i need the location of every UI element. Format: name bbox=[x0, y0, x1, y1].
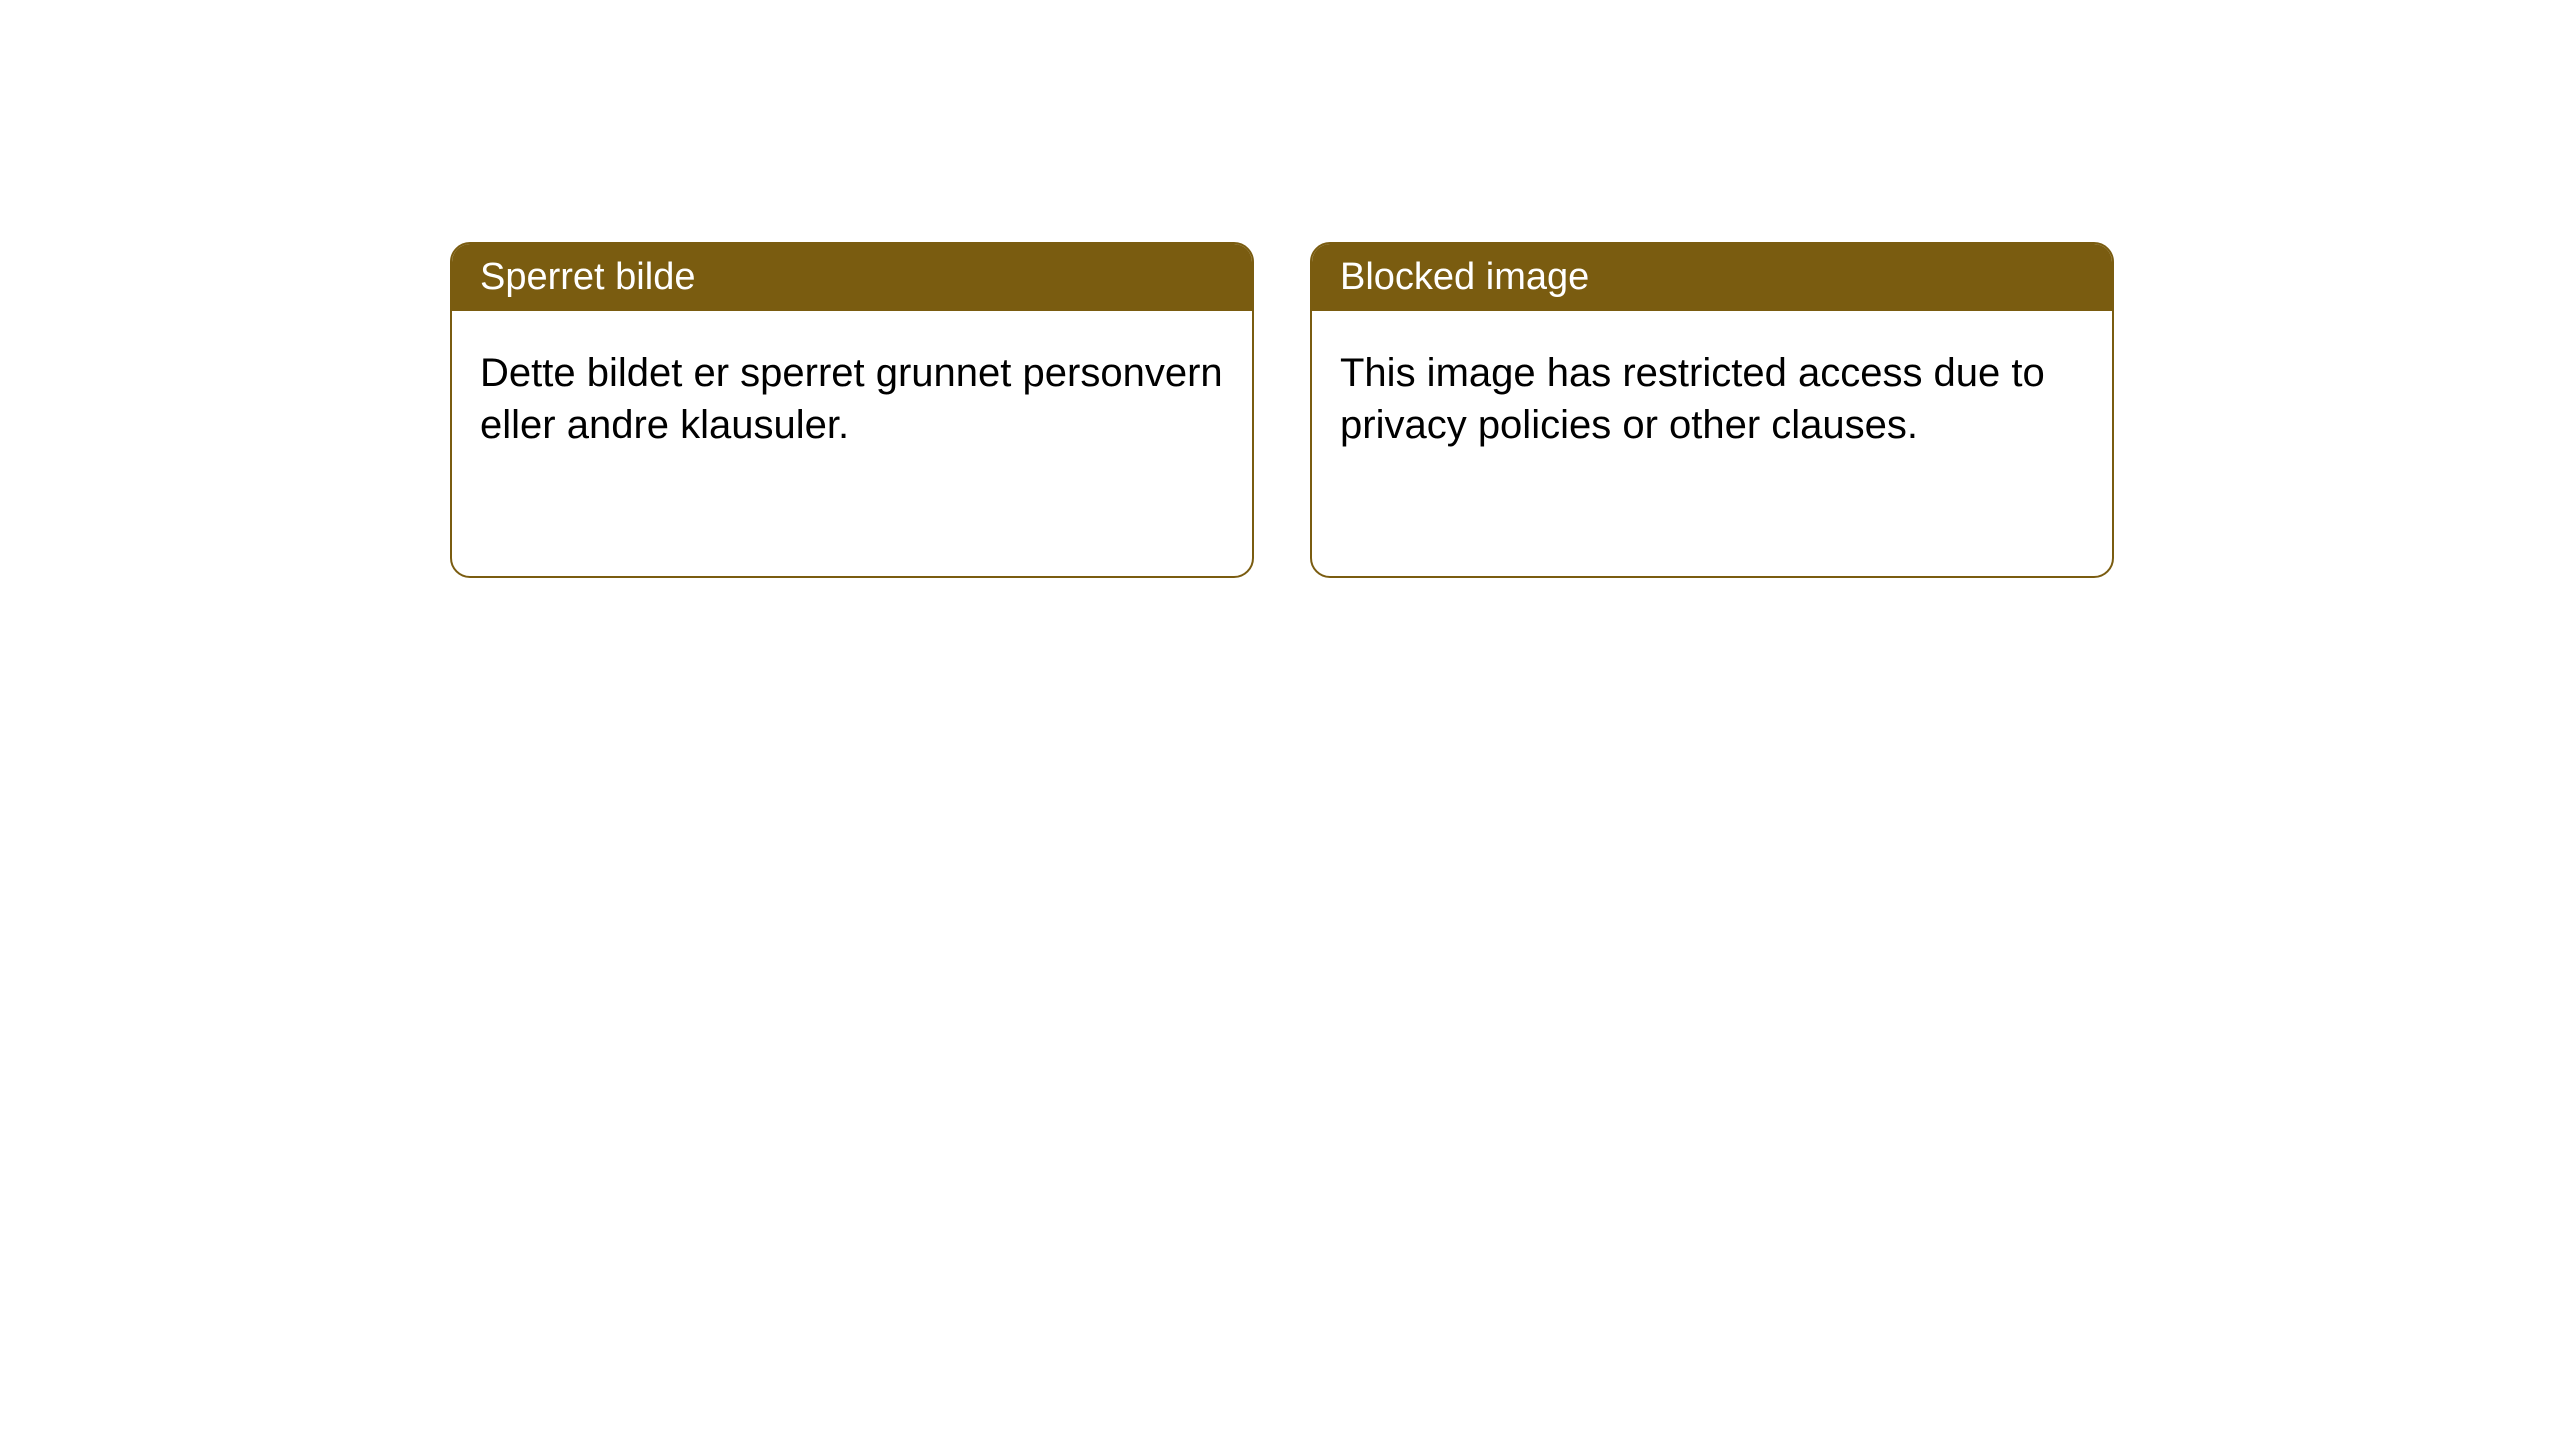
blocked-image-card-no: Sperret bilde Dette bildet er sperret gr… bbox=[450, 242, 1254, 578]
card-header: Sperret bilde bbox=[452, 244, 1252, 311]
card-body-text: Dette bildet er sperret grunnet personve… bbox=[480, 351, 1223, 447]
card-header: Blocked image bbox=[1312, 244, 2112, 311]
blocked-image-card-en: Blocked image This image has restricted … bbox=[1310, 242, 2114, 578]
card-body: This image has restricted access due to … bbox=[1312, 311, 2112, 487]
card-title: Sperret bilde bbox=[480, 256, 695, 298]
card-title: Blocked image bbox=[1340, 256, 1589, 298]
card-body-text: This image has restricted access due to … bbox=[1340, 351, 2045, 447]
cards-container: Sperret bilde Dette bildet er sperret gr… bbox=[0, 0, 2560, 578]
card-body: Dette bildet er sperret grunnet personve… bbox=[452, 311, 1252, 487]
